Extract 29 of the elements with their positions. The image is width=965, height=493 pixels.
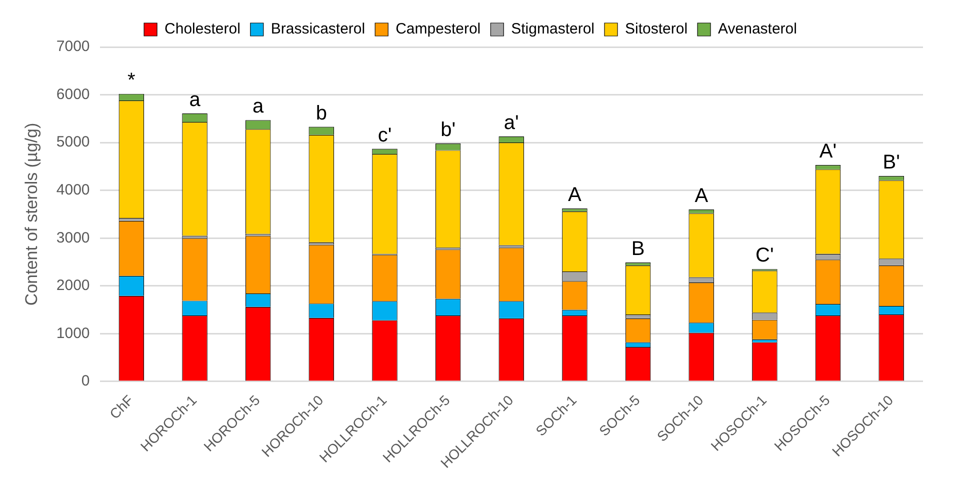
- legend-label: Stigmasterol: [511, 20, 595, 38]
- annotation: B: [631, 238, 645, 260]
- annotation: A': [819, 140, 837, 163]
- y-tick-label: 1000: [56, 324, 90, 342]
- legend-label: Brassicasterol: [270, 20, 366, 38]
- y-tick-label: 4000: [56, 181, 90, 198]
- legend-label: Avenasterol: [718, 20, 797, 38]
- y-tick-label: 3000: [56, 229, 90, 246]
- y-axis-title: Content of sterols (µg/g): [22, 122, 41, 306]
- annotation: c': [378, 124, 392, 146]
- annotation: a: [189, 88, 202, 111]
- annotation: a: [252, 96, 265, 118]
- y-tick-label: 7000: [56, 38, 90, 56]
- annotation: A: [694, 184, 709, 207]
- annotation: B': [882, 152, 900, 174]
- legend-label: Sitosterol: [625, 20, 688, 38]
- x-tick-label: ChF: [106, 392, 136, 422]
- y-tick-label: 5000: [56, 134, 90, 151]
- annotation: A: [568, 184, 582, 206]
- y-tick-label: 2000: [56, 277, 90, 294]
- annotation: *: [128, 69, 136, 92]
- legend-label: Campesterol: [396, 20, 481, 38]
- annotation: b': [440, 119, 456, 142]
- annotation: b: [316, 102, 327, 124]
- y-tick-label: 0: [81, 372, 90, 390]
- y-tick-label: 6000: [56, 86, 90, 103]
- legend-label: Cholesterol: [164, 20, 240, 38]
- annotation: a': [504, 112, 519, 134]
- annotation: C': [756, 244, 774, 267]
